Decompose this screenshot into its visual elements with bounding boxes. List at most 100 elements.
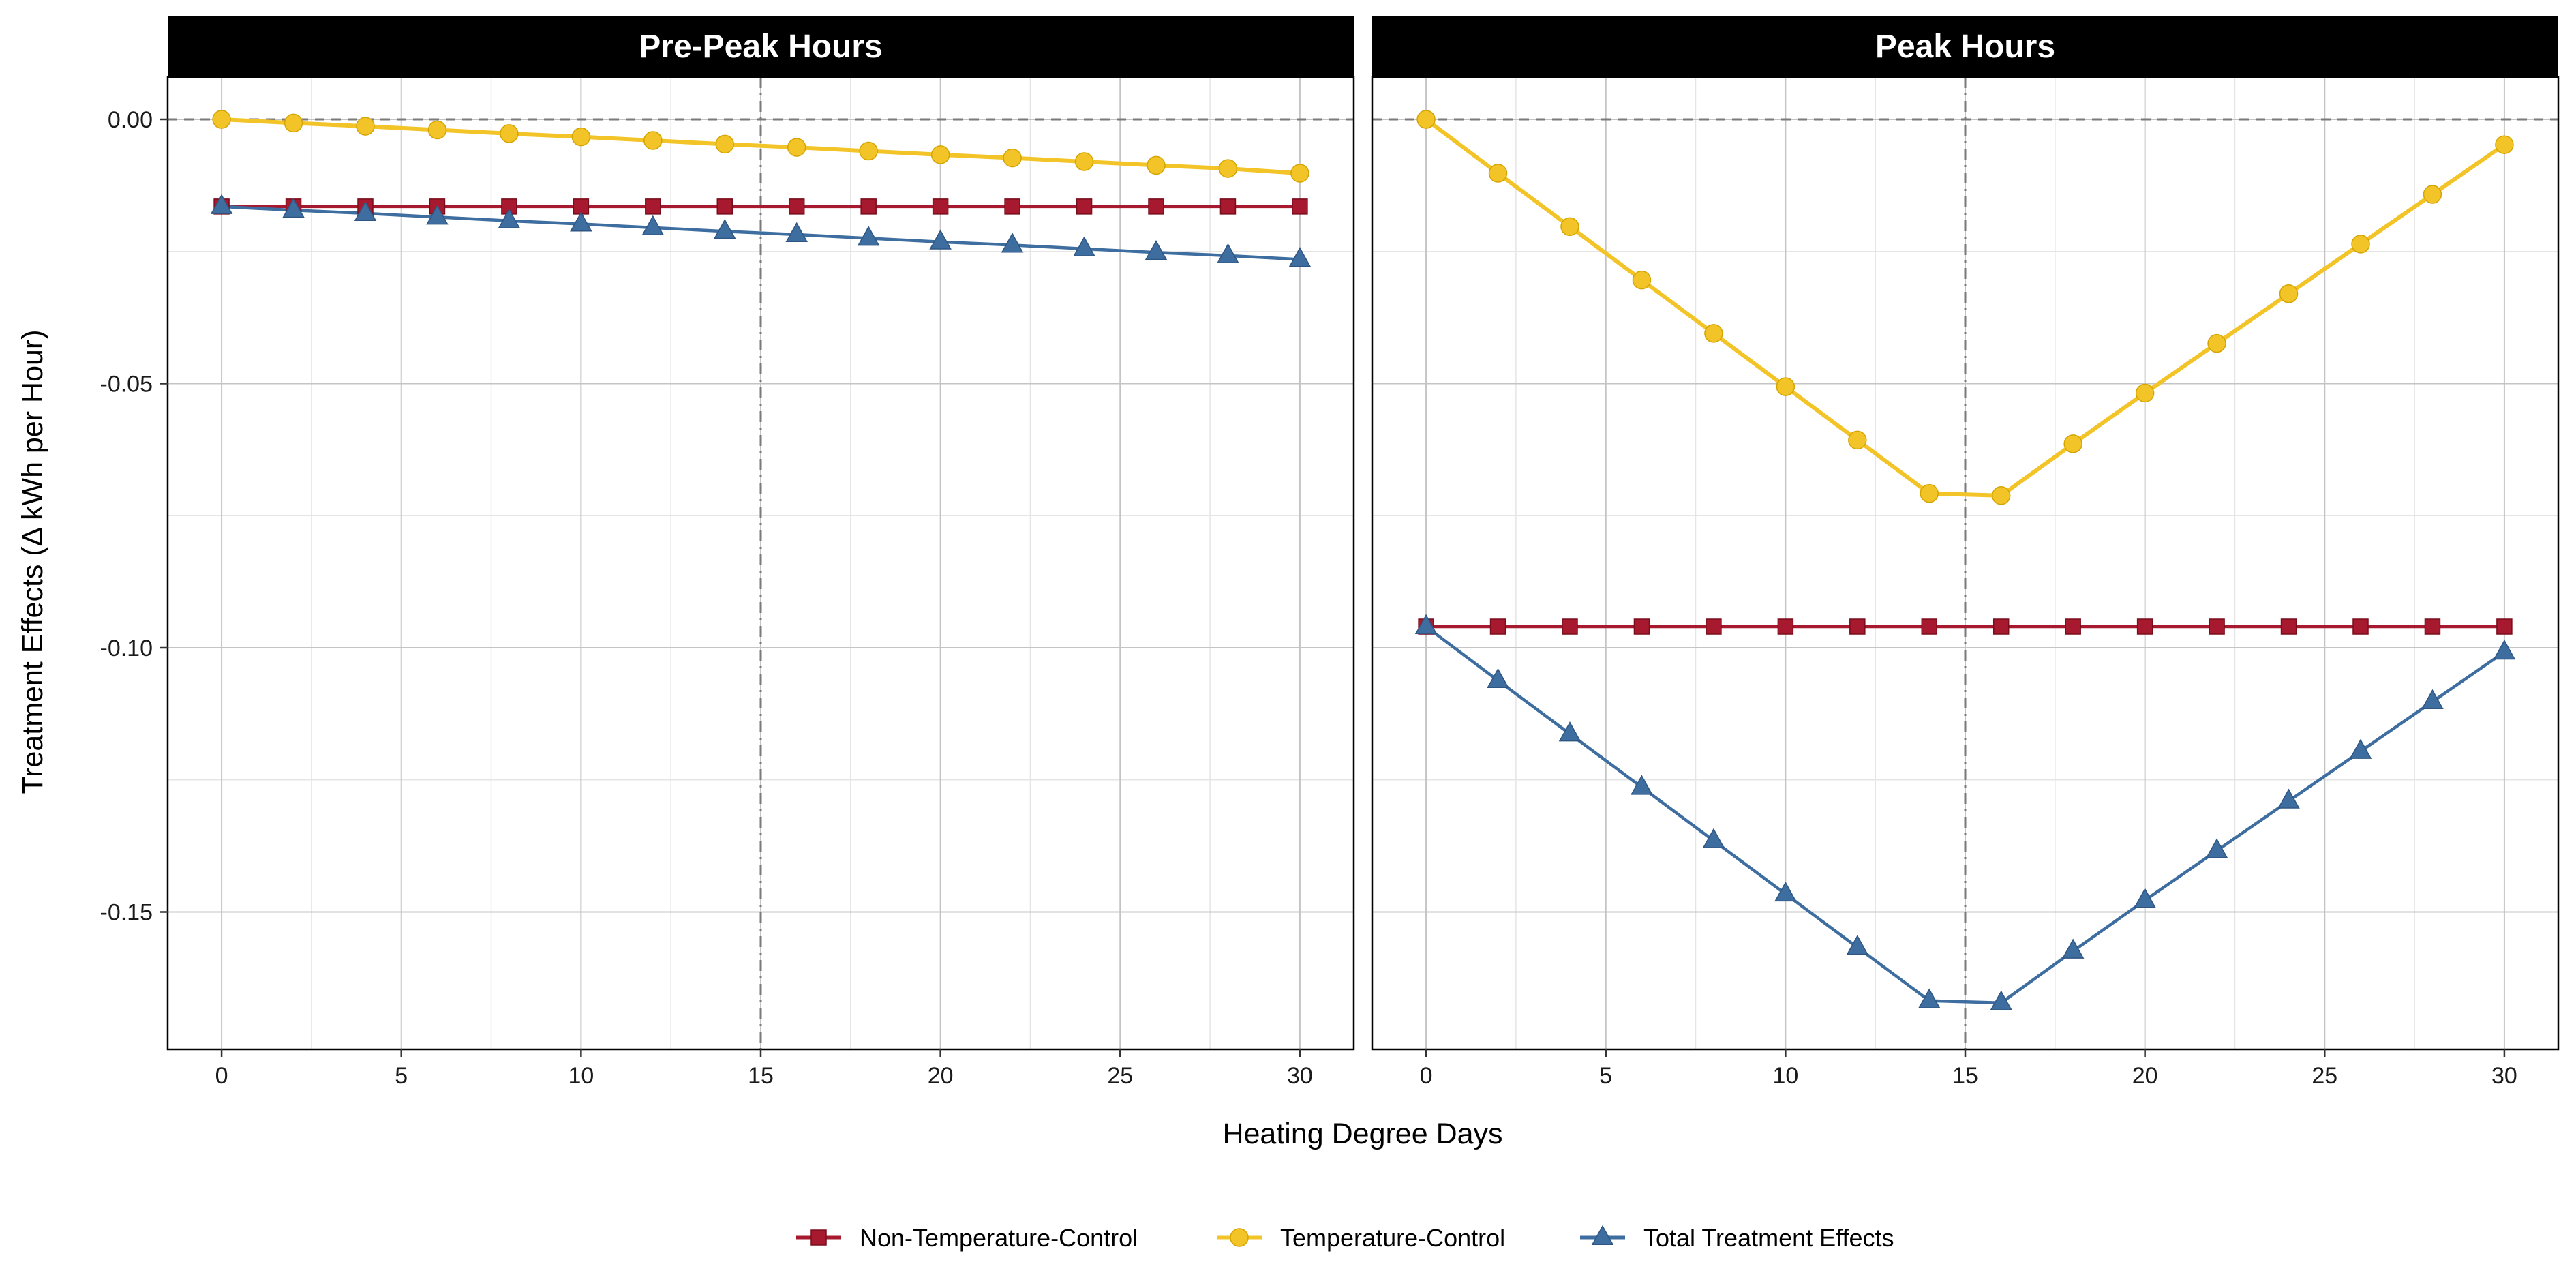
data-point	[2351, 235, 2370, 254]
data-point	[2207, 333, 2226, 353]
data-point	[1562, 618, 1578, 635]
data-point	[2496, 618, 2513, 635]
x-tick-label: 5	[1599, 1063, 1612, 1089]
data-point	[282, 198, 305, 218]
data-point	[500, 124, 519, 143]
series-line	[221, 205, 1301, 261]
data-point	[860, 198, 877, 215]
data-point	[1777, 618, 1794, 635]
data-point	[1487, 668, 1509, 689]
data-point	[2349, 738, 2372, 759]
data-point	[1558, 721, 1581, 742]
data-point	[930, 145, 950, 164]
data-point	[2205, 838, 2228, 858]
legend-item: Temperature-Control	[1217, 1224, 1505, 1252]
series-line	[1425, 625, 2506, 1005]
data-point	[2495, 135, 2514, 154]
data-point	[1004, 198, 1020, 215]
data-point	[1848, 430, 1867, 450]
data-point	[427, 120, 447, 140]
data-point	[929, 229, 952, 250]
data-point	[1288, 247, 1312, 267]
y-tick-label: -0.10	[100, 635, 153, 661]
panel-strip	[1372, 16, 2558, 77]
data-point	[1001, 233, 1024, 253]
panel-title: Pre-Peak Hours	[639, 29, 883, 65]
x-tick-label: 20	[928, 1063, 954, 1089]
data-point	[2209, 618, 2225, 635]
data-point	[2424, 618, 2441, 635]
x-tick-label: 30	[1287, 1063, 1313, 1089]
x-tick-label: 10	[568, 1063, 594, 1089]
data-point	[1416, 110, 1436, 129]
data-point	[643, 131, 663, 150]
data-point	[715, 134, 735, 154]
data-point	[1631, 775, 1653, 795]
data-point	[210, 194, 233, 214]
x-tick-label: 30	[2491, 1063, 2517, 1089]
data-point	[1073, 236, 1095, 256]
legend-label: Non-Temperature-Control	[860, 1224, 1138, 1252]
y-tick-label: 0.00	[108, 107, 153, 133]
data-point	[1706, 618, 1722, 635]
data-point	[1489, 618, 1506, 635]
data-point	[1633, 618, 1650, 635]
legend-label: Total Treatment Effects	[1643, 1224, 1894, 1252]
data-point	[1290, 164, 1309, 183]
data-point	[787, 138, 806, 157]
data-point	[1920, 483, 1939, 503]
data-point	[571, 127, 591, 147]
panel-title: Peak Hours	[1875, 29, 2055, 65]
data-point	[1148, 198, 1164, 215]
y-axis-title: Treatment Effects (Δ kWh per Hour)	[16, 329, 49, 794]
data-point	[1990, 990, 2013, 1010]
data-point	[284, 113, 303, 133]
data-point	[2423, 185, 2442, 204]
data-point	[713, 219, 736, 239]
data-point	[1003, 148, 1022, 168]
data-point	[857, 226, 880, 246]
series-line	[1425, 117, 2506, 498]
data-point	[2061, 938, 2085, 959]
data-point	[1632, 270, 1652, 290]
data-point	[859, 141, 878, 161]
y-tick-label: -0.05	[100, 372, 153, 398]
data-point	[570, 211, 592, 232]
data-point	[1414, 614, 1438, 635]
x-tick-label: 15	[748, 1063, 774, 1089]
data-point	[1704, 324, 1723, 343]
data-point	[1774, 881, 1797, 902]
data-point	[498, 208, 521, 228]
data-point	[1702, 828, 1725, 848]
legend: Non-Temperature-Control Temperature-Contr…	[796, 1224, 1894, 1252]
x-tick-label: 25	[2312, 1063, 2337, 1089]
data-point	[1992, 618, 2010, 635]
data-point	[1991, 486, 2011, 505]
legend-key-marker	[810, 1229, 827, 1246]
legend-key-marker	[1591, 1225, 1614, 1246]
data-point	[356, 117, 375, 136]
y-tick-label: -0.15	[100, 900, 153, 926]
data-point	[2135, 383, 2155, 403]
x-tick-label: 25	[1107, 1063, 1133, 1089]
data-point	[1292, 198, 1308, 215]
panel-1: Pre-Peak Hours 0 5 10 15 20 25 30 0.00 -0.05 -0.10…	[100, 16, 1355, 1089]
legend-item: Non-Temperature-Control	[796, 1224, 1138, 1252]
data-point	[2136, 618, 2153, 635]
data-point	[426, 205, 449, 225]
data-point	[785, 222, 808, 242]
data-point	[1074, 152, 1094, 171]
data-point	[716, 198, 733, 215]
data-point	[1560, 217, 1579, 237]
data-point	[2277, 788, 2300, 809]
data-point	[1076, 198, 1093, 215]
data-point	[1921, 618, 1938, 635]
data-point	[1145, 240, 1168, 260]
data-point	[1846, 935, 1869, 955]
data-point	[1147, 155, 1166, 175]
data-point	[1219, 198, 1237, 215]
x-axis-title: Heating Degree Days	[1222, 1118, 1502, 1150]
data-point	[2065, 618, 2081, 635]
data-point	[932, 198, 949, 215]
